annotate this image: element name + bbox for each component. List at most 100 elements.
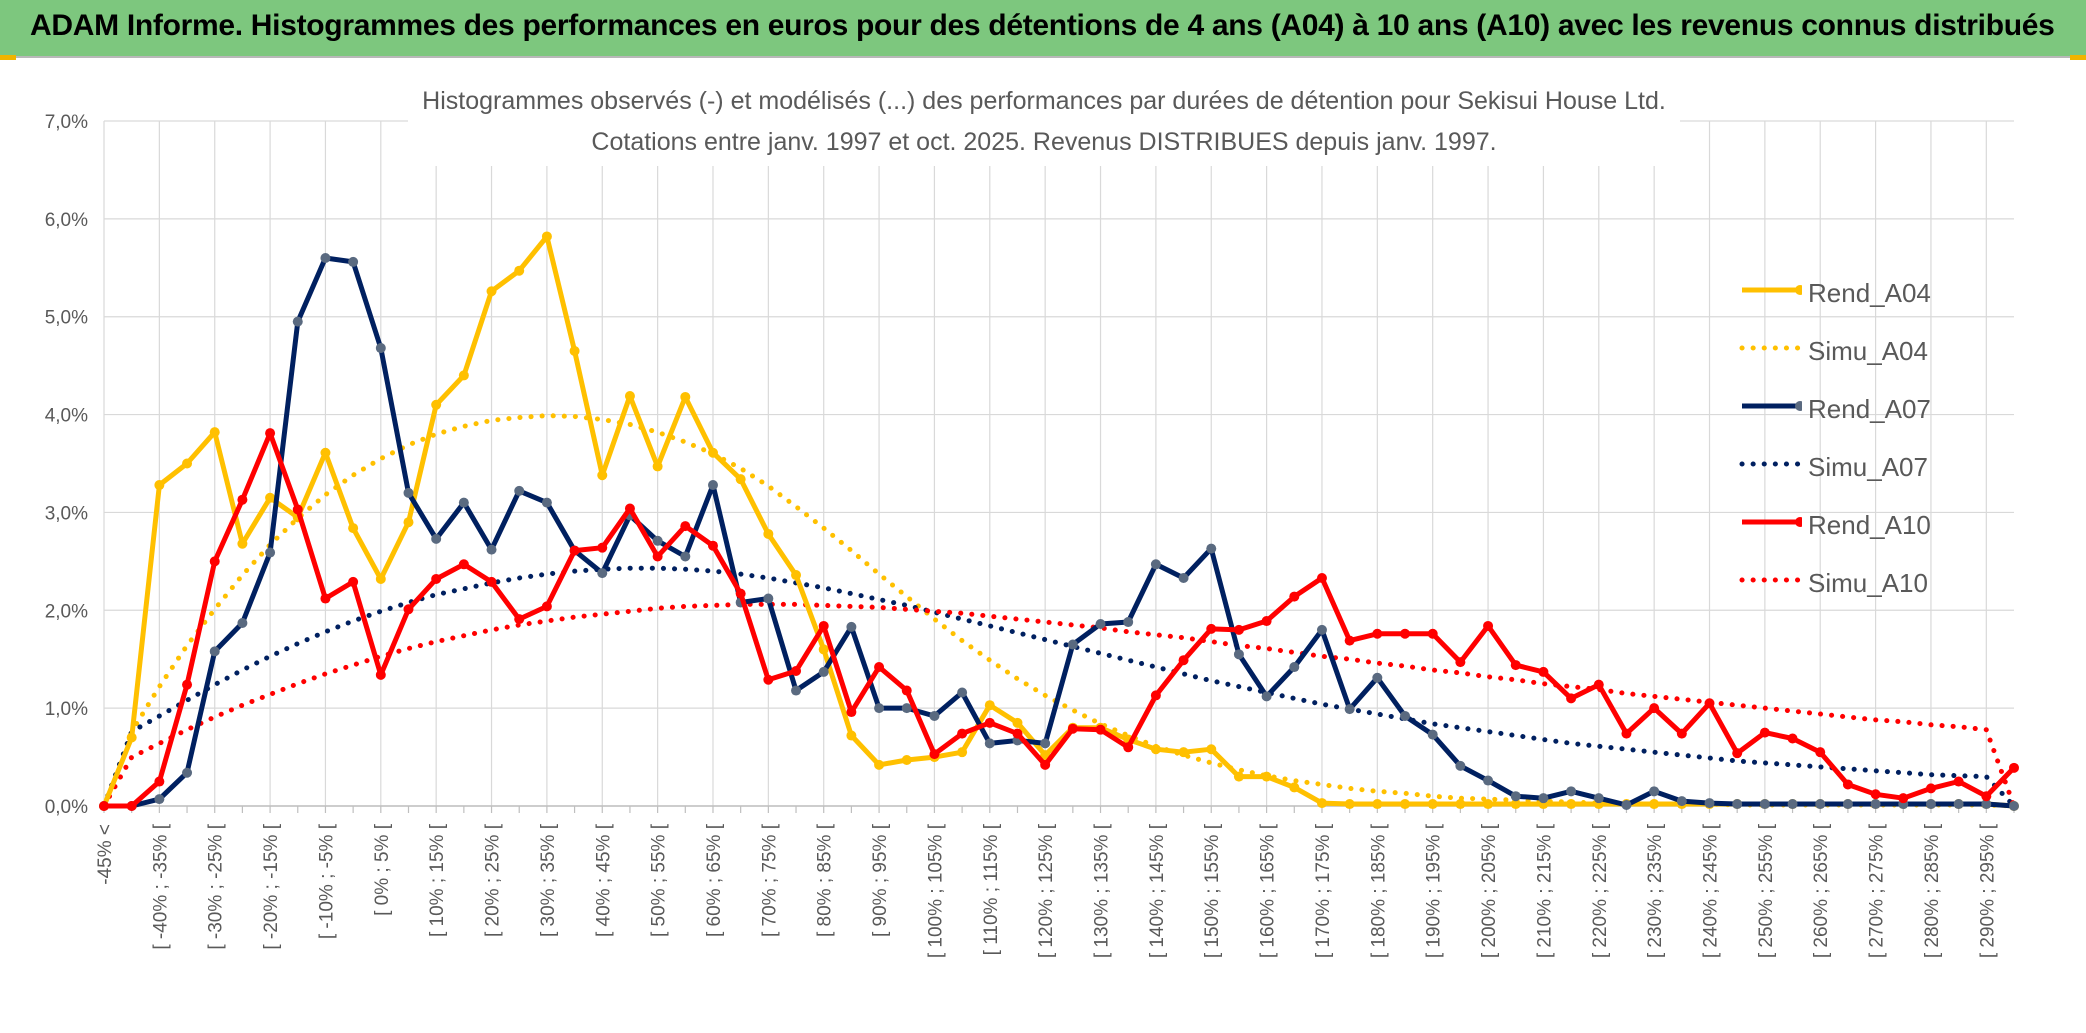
data-point bbox=[320, 447, 331, 458]
data-point bbox=[1040, 759, 1051, 770]
data-point bbox=[1150, 744, 1161, 755]
data-point bbox=[265, 428, 276, 439]
data-point bbox=[1206, 623, 1217, 634]
x-tick-label: [ 170% ; 175% [ bbox=[1313, 823, 1334, 958]
data-point bbox=[984, 717, 995, 728]
data-point bbox=[1095, 618, 1106, 629]
x-tick-label: [ 220% ; 225% [ bbox=[1590, 823, 1611, 958]
data-point bbox=[1178, 747, 1189, 758]
data-point bbox=[1732, 799, 1743, 810]
grid bbox=[103, 120, 2014, 807]
legend-item: Rend_A07 bbox=[1738, 382, 1978, 440]
chart-legend: Rend_A04 Simu_A04 Rend_A07 Simu_A07 Rend_A10… bbox=[1738, 266, 1978, 614]
x-tick-label: [ 90% ; 95% [ bbox=[870, 823, 891, 937]
data-point bbox=[1289, 591, 1300, 602]
data-point bbox=[237, 494, 248, 505]
x-tick-label: [ -10% ; -5% [ bbox=[316, 823, 337, 939]
legend-item: Simu_A07 bbox=[1738, 440, 1978, 498]
line-chart: 0,0% 1,0% 2,0% 3,0% 4,0% 5,0% 6,0% 7,0% -45% < [… bbox=[45, 78, 2019, 958]
data-point bbox=[1483, 620, 1494, 631]
data-point bbox=[1067, 723, 1078, 734]
data-point bbox=[1178, 655, 1189, 666]
corner-accent-top-left bbox=[0, 55, 16, 60]
data-point bbox=[597, 568, 608, 579]
data-point bbox=[1012, 717, 1023, 728]
corner-accent-top-right bbox=[2070, 55, 2086, 60]
data-point bbox=[1676, 796, 1687, 807]
banner: ADAM Informe. Histogrammes des performan… bbox=[0, 0, 2086, 58]
series-Simu_A10 bbox=[101, 601, 2017, 809]
data-point bbox=[1289, 662, 1300, 673]
series-Rend_A10 bbox=[99, 428, 2019, 811]
data-point bbox=[541, 231, 552, 242]
data-point bbox=[1040, 738, 1051, 749]
data-point bbox=[874, 703, 885, 714]
series-Rend_A04 bbox=[99, 231, 2019, 811]
y-tick-label: 7,0% bbox=[45, 112, 88, 133]
data-point bbox=[403, 604, 414, 615]
data-point bbox=[1925, 783, 1936, 794]
data-point bbox=[1870, 789, 1881, 800]
data-point bbox=[1316, 572, 1327, 583]
data-point bbox=[1621, 728, 1632, 739]
x-tick-label: [ 250% ; 255% [ bbox=[1756, 823, 1777, 958]
legend-item: Rend_A10 bbox=[1738, 498, 1978, 556]
x-tick-label: [ 290% ; 295% [ bbox=[1977, 823, 1998, 958]
legend-label: Simu_A10 bbox=[1808, 568, 1928, 598]
data-point bbox=[1400, 628, 1411, 639]
x-tick-label: [ -20% ; -15% [ bbox=[261, 823, 282, 949]
data-point bbox=[1981, 791, 1992, 802]
data-point bbox=[569, 545, 580, 556]
legend-label: Rend_A10 bbox=[1808, 510, 1931, 540]
data-point bbox=[1261, 616, 1272, 627]
data-point bbox=[1510, 799, 1521, 810]
data-point bbox=[1150, 690, 1161, 701]
data-point bbox=[1316, 624, 1327, 635]
legend-swatch bbox=[1742, 517, 1802, 527]
x-tick-label: [ 100% ; 105% [ bbox=[925, 823, 946, 958]
data-point bbox=[597, 470, 608, 481]
data-point bbox=[1842, 799, 1853, 810]
data-point bbox=[1510, 791, 1521, 802]
legend-label: Simu_A07 bbox=[1808, 452, 1928, 482]
x-tick-label: [ 210% ; 215% [ bbox=[1534, 823, 1555, 958]
x-tick-label: [ 60% ; 65% [ bbox=[704, 823, 725, 937]
x-tick-label: [ 80% ; 85% [ bbox=[815, 823, 836, 937]
data-point bbox=[209, 427, 220, 438]
data-point bbox=[1732, 748, 1743, 759]
data-point bbox=[1261, 691, 1272, 702]
data-point bbox=[2009, 762, 2019, 773]
legend-label: Rend_A04 bbox=[1808, 278, 1931, 308]
x-tick-label: [ 280% ; 285% [ bbox=[1922, 823, 1943, 958]
data-point bbox=[1344, 799, 1355, 810]
data-point bbox=[1233, 649, 1244, 660]
x-tick-label: [ 110% ; 115% [ bbox=[981, 823, 1002, 955]
data-point bbox=[901, 685, 912, 696]
data-point bbox=[375, 343, 386, 354]
data-point bbox=[846, 730, 857, 741]
data-point bbox=[126, 801, 137, 811]
data-point bbox=[1787, 799, 1798, 810]
data-point bbox=[1953, 799, 1964, 810]
data-point bbox=[791, 685, 802, 696]
data-point bbox=[1621, 800, 1632, 811]
x-tick-label: [ 200% ; 205% [ bbox=[1479, 823, 1500, 958]
data-point bbox=[1538, 793, 1549, 804]
data-point bbox=[209, 646, 220, 657]
data-point bbox=[735, 474, 746, 485]
data-point bbox=[486, 544, 497, 555]
y-tick-label: 6,0% bbox=[45, 210, 88, 231]
x-tick-label: [ 20% ; 25% [ bbox=[483, 823, 504, 937]
legend-item: Simu_A10 bbox=[1738, 556, 1978, 614]
data-point bbox=[1289, 782, 1300, 793]
y-tick-label: 3,0% bbox=[45, 503, 88, 524]
data-point bbox=[514, 485, 525, 496]
banner-title: ADAM Informe. Histogrammes des performan… bbox=[30, 9, 2055, 42]
data-point bbox=[652, 551, 663, 562]
y-tick-labels: 0,0% 1,0% 2,0% 3,0% 4,0% 5,0% 6,0% 7,0% bbox=[45, 112, 88, 818]
x-tick-label: [ 180% ; 185% [ bbox=[1368, 823, 1389, 958]
data-point bbox=[680, 391, 691, 402]
data-point bbox=[984, 738, 995, 749]
data-point bbox=[707, 447, 718, 458]
data-point bbox=[846, 707, 857, 718]
